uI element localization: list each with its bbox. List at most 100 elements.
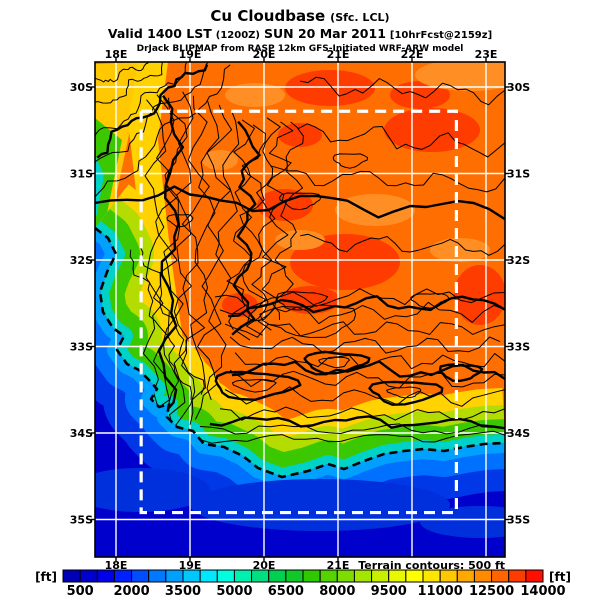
contour-line <box>129 249 192 400</box>
contour-closed <box>410 293 450 309</box>
lat-label-left: 34S <box>70 427 93 440</box>
contour-line <box>219 301 505 325</box>
red-patch <box>290 234 400 290</box>
colorbar-cell <box>388 569 407 583</box>
red-patch <box>278 123 322 147</box>
contour-line <box>139 239 205 395</box>
contour-closed <box>166 214 194 228</box>
light-orange-patch <box>275 230 325 250</box>
contour-line <box>172 95 210 430</box>
contour-line <box>272 127 304 321</box>
lon-label-bottom: 18E <box>105 559 128 572</box>
contour-line <box>199 423 505 435</box>
terrain-contours <box>95 62 505 444</box>
colorbar-cell <box>405 569 424 583</box>
colorbar-label: 3500 <box>165 584 201 599</box>
title-main-text: Cu Cloudbase <box>210 7 325 25</box>
lon-label-top: 22E <box>401 48 424 61</box>
contour-line <box>290 121 505 158</box>
contour-closed <box>332 153 368 169</box>
contour-line <box>95 64 231 199</box>
contour-line <box>199 430 505 444</box>
lat-label-left: 31S <box>70 168 93 181</box>
coastline <box>94 226 506 479</box>
contour-index <box>96 64 209 159</box>
ocean-swirl <box>190 479 450 531</box>
lat-label-left: 35S <box>70 514 93 527</box>
lon-label-top: 21E <box>327 48 350 61</box>
colorbar-cell <box>302 569 321 583</box>
colorbar-cell <box>319 569 338 583</box>
colorbar-cell <box>491 569 510 583</box>
title-suffix-text: (Sfc. LCL) <box>330 11 389 24</box>
contour-line <box>229 336 501 354</box>
colorbar-cell <box>439 569 458 583</box>
colorbar-cell <box>422 569 441 583</box>
colorbar-label: 5000 <box>216 584 252 599</box>
contour-line <box>140 99 167 431</box>
map-border <box>94 61 506 558</box>
contour-line <box>194 104 233 420</box>
colorbar-label: 9500 <box>371 584 407 599</box>
colorbar-label: 2000 <box>113 584 149 599</box>
colorbar-cell <box>165 569 184 583</box>
colorbar-cell <box>336 569 355 583</box>
contour-line <box>95 62 169 108</box>
colorbar-label: 8000 <box>319 584 355 599</box>
axis-labels: 18E 19E 20E 21E 22E 23E 18E 19E 20E 21E 30S 31S 32S 3… <box>70 48 531 572</box>
contour-line <box>300 76 505 106</box>
contour-closed-index <box>368 380 444 406</box>
colorbar-cell <box>268 569 287 583</box>
contour-index <box>157 95 185 429</box>
contour-index <box>209 415 505 430</box>
colorbar-cell <box>182 569 201 583</box>
colorbar-cell <box>285 569 304 583</box>
contour-line <box>245 117 281 336</box>
contour-line <box>189 99 220 425</box>
colorbar-cell <box>199 569 218 583</box>
colorbar-label: 11000 <box>418 584 463 599</box>
valid-time-line: Valid 1400 LST (1200Z) SUN 20 Mar 2011 [10h… <box>108 26 492 41</box>
colorbar-cell <box>456 569 475 583</box>
light-orange-patch <box>335 194 415 226</box>
colorbar-label: 500 <box>67 584 94 599</box>
contour-line <box>206 109 240 400</box>
lat-label-right: 33S <box>507 341 530 354</box>
colorbar-cell <box>113 569 133 583</box>
colorbar-cell <box>525 569 544 583</box>
lon-label-bottom: 21E <box>327 559 350 572</box>
light-orange-patch <box>430 238 490 262</box>
lat-label-right: 32S <box>507 254 530 267</box>
colorbar-cell <box>371 569 390 583</box>
lon-label-top: 18E <box>105 48 128 61</box>
contour-closed <box>386 386 422 399</box>
contour-line <box>270 165 505 193</box>
colorbar: 500 2000 3500 5000 6500 8000 9500 11000 12500 140… <box>62 569 566 599</box>
lat-label-left: 33S <box>70 341 93 354</box>
colorbar-cell <box>473 569 493 583</box>
nw-green-band <box>95 118 122 227</box>
colorbar-label: 14000 <box>520 584 565 599</box>
contour-index <box>228 295 505 318</box>
contour-index <box>95 185 505 221</box>
contour-index <box>231 120 261 336</box>
lat-label-left: 32S <box>70 254 93 267</box>
colorbar-cell <box>233 569 253 583</box>
colorbar-label: 6500 <box>268 584 304 599</box>
colorbar-cell <box>96 569 115 583</box>
colorbar-unit-left: [ft] <box>35 570 57 584</box>
model-line: DrJack BLIPMAP from RASP 12km GFS-Initia… <box>137 44 464 54</box>
colorbar-cell <box>148 569 167 583</box>
terrain-note: Terrain contours: 500 ft <box>358 559 505 572</box>
valid-zulu: (1200Z) <box>216 30 260 41</box>
contour-line <box>151 94 179 425</box>
contour-line <box>300 233 505 256</box>
contour-closed-index <box>214 370 302 401</box>
lon-label-top: 23E <box>475 48 498 61</box>
valid-fcst: [10hrFcst@2159z] <box>390 30 492 41</box>
valid-prefix: Valid 1400 LST <box>108 26 212 41</box>
contour-line <box>229 369 505 389</box>
contour-closed <box>259 304 357 338</box>
